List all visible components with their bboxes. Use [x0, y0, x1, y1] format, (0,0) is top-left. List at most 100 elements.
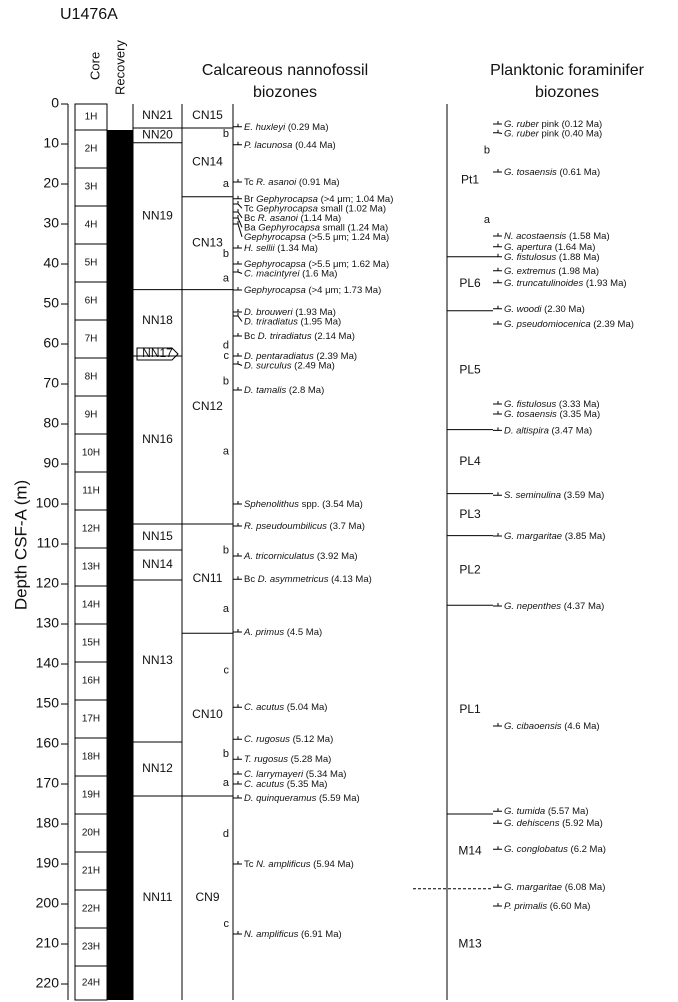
subzone-label: b — [484, 145, 490, 157]
zone-label: CN12 — [192, 399, 223, 413]
tick-label: 10 — [43, 135, 59, 151]
event-detail: pink (0.40 Ma) — [542, 128, 603, 139]
event-label: D. tamalis (2.8 Ma) — [244, 385, 324, 396]
zone-marker — [136, 347, 179, 361]
event-marker — [493, 427, 502, 431]
event-marker — [493, 279, 502, 284]
event-detail: (1.64 Ma) — [555, 241, 596, 252]
event-taxon: D. triradiatus — [244, 316, 298, 327]
event-marker — [233, 245, 242, 249]
event-marker — [233, 215, 243, 228]
event-marker — [493, 820, 502, 824]
event-taxon: G. tosaensis — [504, 409, 557, 420]
tick-label: 170 — [36, 775, 60, 791]
tick-label: 140 — [36, 655, 60, 671]
zone-label: NN18 — [142, 313, 173, 327]
event-marker — [233, 361, 243, 366]
zone-label: M13 — [458, 937, 482, 951]
event-taxon: P. lacunosa — [244, 139, 292, 150]
event-taxon: D. asymmetricus — [258, 574, 329, 585]
event-marker — [233, 141, 242, 146]
tick-label: 130 — [36, 615, 60, 631]
event-detail: (1.14 Ma) — [301, 212, 342, 223]
subzone-label: a — [223, 446, 230, 458]
event-taxon: R. asanoi — [258, 212, 299, 223]
tick-label: 190 — [36, 855, 60, 871]
event-label: Sphenolithus spp. (3.54 Ma) — [244, 499, 363, 510]
event-detail: (5.35 Ma) — [287, 779, 328, 790]
zone-label: PL2 — [459, 563, 481, 577]
event-taxon: G. ruber — [504, 128, 540, 139]
event-taxon: C. acutus — [244, 779, 284, 790]
event-taxon: G. dehiscens — [504, 818, 560, 829]
event-taxon: D. altispira — [504, 425, 549, 436]
nanno-header: biozones — [253, 84, 317, 101]
event-detail: (1.34 Ma) — [277, 243, 318, 254]
event-label: Tc Gephyrocapsa small (1.02 Ma) — [244, 203, 386, 214]
event-label: G. ruber pink (0.12 Ma) — [504, 119, 602, 130]
foram-header: Planktonic foraminifer — [490, 62, 645, 79]
event-detail: (5.57 Ma) — [548, 806, 589, 817]
subzone-label: a — [223, 273, 230, 285]
event-taxon: Gephyrocapsa — [258, 222, 320, 233]
event-label: Tc R. asanoi (0.91 Ma) — [244, 177, 340, 188]
event-marker — [233, 353, 242, 357]
event-taxon: S. seminulina — [504, 490, 561, 501]
event-marker — [493, 253, 502, 258]
event-taxon: T. rugosus — [244, 754, 288, 765]
event-detail: (1.88 Ma) — [559, 251, 600, 262]
event-marker — [233, 261, 242, 265]
event-label: G. nepenthes (4.37 Ma) — [504, 601, 604, 612]
event-label: Gephyrocapsa (>5.5 μm; 1.62 Ma) — [244, 259, 389, 270]
core-label: 3H — [85, 182, 98, 193]
event-taxon: A. primus — [243, 627, 284, 638]
event-label: D. altispira (3.47 Ma) — [504, 425, 592, 436]
event-marker — [493, 305, 502, 310]
event-marker — [233, 269, 243, 274]
event-label: Ba Gephyrocapsa small (1.24 Ma) — [244, 222, 388, 233]
event-marker — [233, 781, 242, 785]
core-label: 17H — [82, 714, 100, 725]
core-label: 21H — [82, 866, 100, 877]
event-marker — [233, 179, 242, 183]
event-prefix: Tc — [244, 859, 254, 870]
zone-label: PL4 — [459, 454, 481, 468]
event-marker — [233, 576, 242, 580]
event-marker — [233, 387, 242, 391]
event-detail: (2.49 Ma) — [294, 360, 335, 371]
event-taxon: D. pentaradiatus — [244, 351, 314, 362]
zone-label: NN13 — [142, 653, 173, 667]
event-taxon: G. truncatulinoides — [504, 277, 583, 288]
event-label: C. acutus (5.35 Ma) — [244, 779, 327, 790]
tick-label: 200 — [36, 895, 60, 911]
event-label: E. huxleyi (0.29 Ma) — [244, 121, 328, 132]
event-detail: (3.35 Ma) — [559, 409, 600, 420]
subzone-label: c — [224, 350, 230, 362]
core-label: 15H — [82, 638, 100, 649]
event-detail: (>4 μm; 1.73 Ma) — [308, 285, 381, 296]
zone-label: PL5 — [459, 362, 481, 376]
event-label: G. dehiscens (5.92 Ma) — [504, 818, 603, 829]
event-detail: (>4 μm; 1.04 Ma) — [321, 193, 394, 204]
event-taxon: C. rugosus — [244, 734, 290, 745]
zone-label: NN17 — [142, 346, 173, 360]
event-label: G. cibaoensis (4.6 Ma) — [504, 721, 600, 732]
core-label: 24H — [82, 978, 100, 989]
event-marker — [493, 492, 502, 496]
event-prefix: Bc — [244, 331, 255, 342]
event-marker — [233, 771, 242, 775]
event-label: R. pseudoumbilicus (3.7 Ma) — [244, 521, 365, 532]
event-detail: (6.2 Ma) — [571, 844, 606, 855]
zone-label: M14 — [458, 844, 482, 858]
event-detail: (6.08 Ma) — [565, 882, 606, 893]
event-marker — [233, 704, 242, 708]
recovery-header: Recovery — [112, 40, 127, 95]
event-label: Bc R. asanoi (1.14 Ma) — [244, 212, 341, 223]
zone-label: CN14 — [192, 155, 223, 169]
zone-label: NN20 — [142, 128, 173, 142]
event-taxon: D. brouweri — [244, 307, 293, 318]
event-marker — [233, 756, 242, 760]
event-label: D. quinqueramus (5.59 Ma) — [244, 793, 360, 804]
subzone-label: c — [224, 918, 230, 930]
event-label: T. rugosus (5.28 Ma) — [244, 754, 331, 765]
